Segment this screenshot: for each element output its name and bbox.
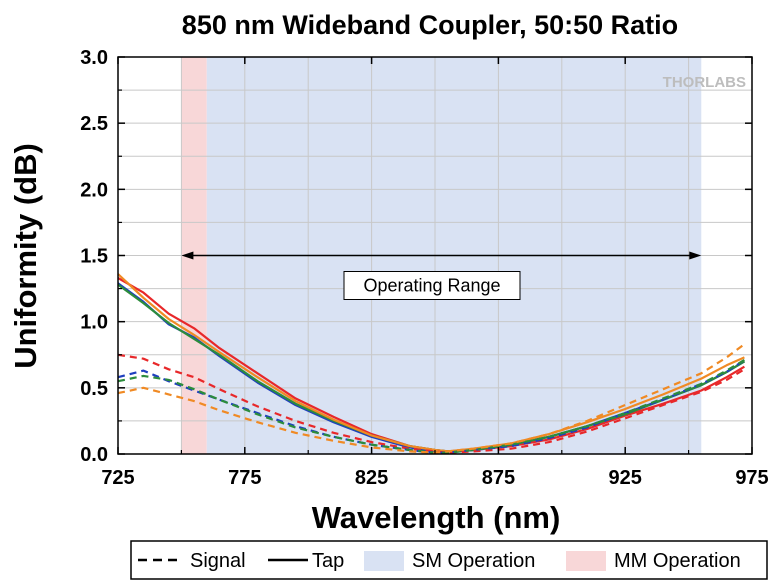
watermark-logo: THORLABS: [663, 74, 746, 91]
chart-title: 850 nm Wideband Coupler, 50:50 Ratio: [182, 10, 678, 40]
legend-label-signal: Signal: [190, 550, 246, 572]
y-tick-label: 1.5: [80, 246, 108, 268]
x-tick-label: 925: [609, 467, 642, 489]
legend-swatch-sm-operation: [364, 551, 404, 571]
y-tick-label: 3.0: [80, 47, 108, 69]
operating-range-box: [343, 271, 521, 300]
operating-range-arrow-right: [689, 251, 702, 260]
y-tick-label: 0.0: [80, 444, 108, 466]
x-axis-label: Wavelength (nm): [312, 500, 561, 535]
y-tick-label: 1.0: [80, 312, 108, 334]
legend-box: [130, 540, 768, 580]
y-axis-label: Uniformity (dB): [8, 143, 43, 369]
y-tick-label: 2.5: [80, 113, 108, 135]
x-tick-label: 725: [101, 467, 134, 489]
x-tick-label: 875: [482, 467, 515, 489]
x-tick-label: 775: [228, 467, 261, 489]
legend-label-sm-operation: SM Operation: [412, 550, 535, 572]
y-tick-label: 2.0: [80, 179, 108, 201]
legend-swatch-mm-operation: [566, 551, 606, 571]
operating-range-label: Operating Range: [363, 276, 500, 296]
x-tick-label: 825: [355, 467, 388, 489]
x-tick-label: 975: [735, 467, 768, 489]
legend: Signal Tap SM Operation MM Operation: [130, 540, 768, 580]
operating-range-arrow-left: [181, 251, 194, 260]
y-tick-label: 0.5: [80, 378, 108, 400]
plot-area: THORLABS Operating Range 725 775 825 875 925 97…: [80, 47, 769, 489]
series-line-signal-1: [117, 353, 745, 454]
legend-label-mm-operation: MM Operation: [614, 550, 741, 572]
legend-label-tap: Tap: [312, 550, 344, 572]
